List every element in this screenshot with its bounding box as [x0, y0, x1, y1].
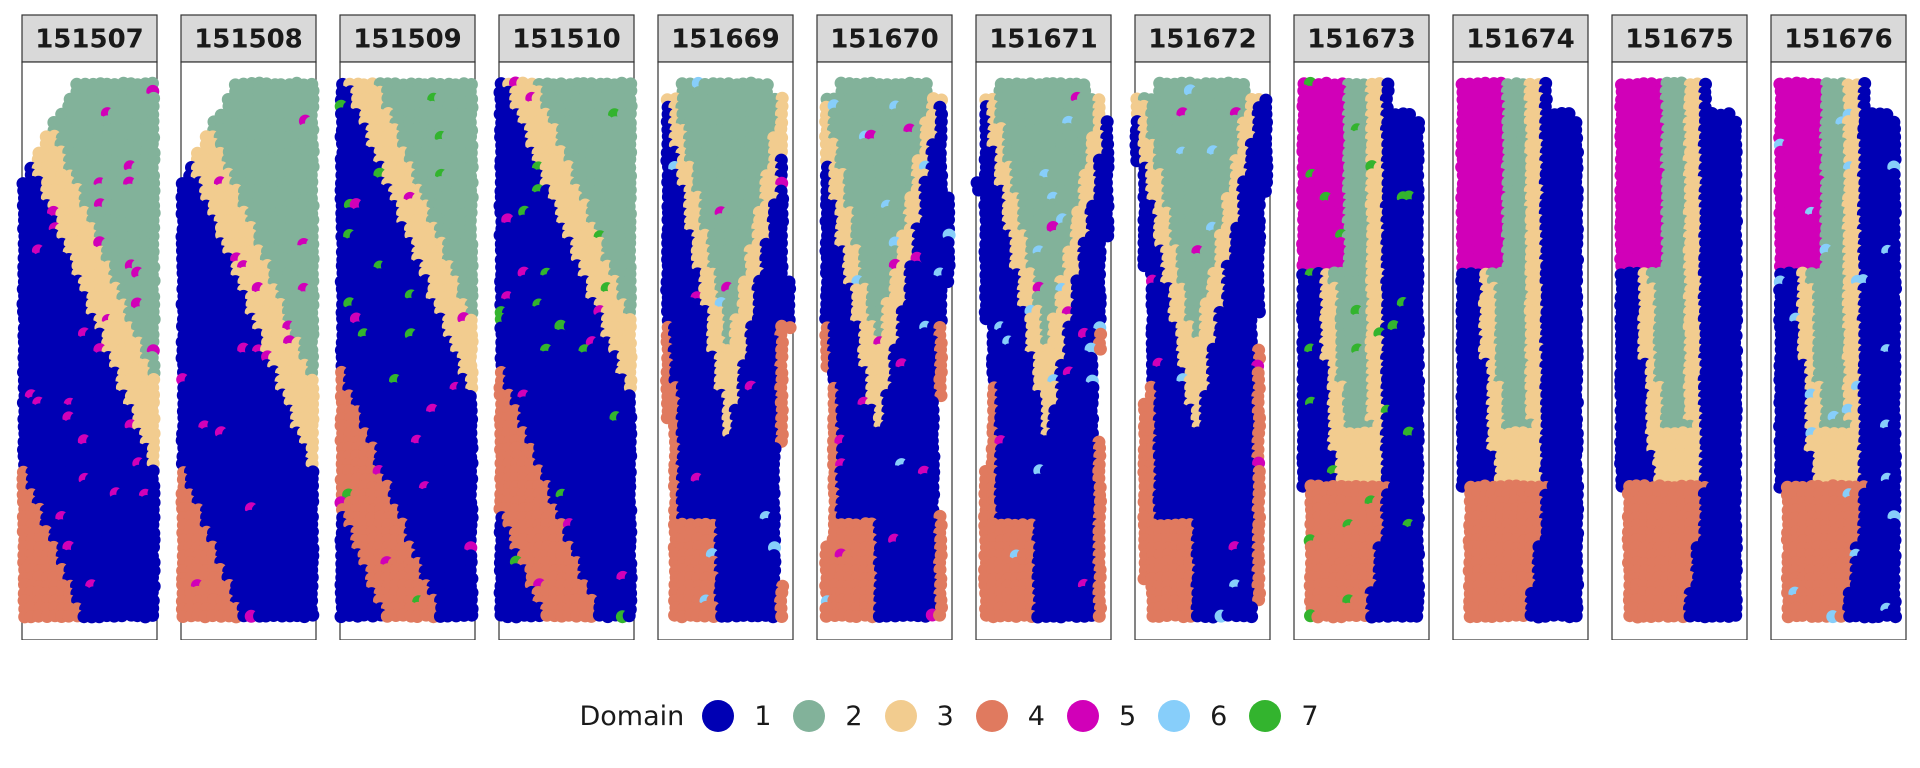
- facet-figure: 151507 151508 151509 151510 151669 151670 1516…: [16, 14, 1907, 640]
- spot-layer: [493, 76, 638, 624]
- facet-strip: [21, 14, 158, 63]
- spot-point: [115, 609, 129, 623]
- spot-layer: [175, 76, 320, 624]
- spot-point: [146, 335, 160, 348]
- facet-label: 151509: [353, 25, 462, 55]
- facet-panel: 151509: [334, 14, 479, 640]
- facet-label: 151508: [194, 25, 303, 55]
- spot-point: [465, 608, 479, 622]
- spot-point: [146, 608, 160, 622]
- spot-layer: [334, 77, 479, 624]
- facet-panel: 151507: [16, 14, 161, 640]
- facet-panel: 151508: [175, 14, 320, 640]
- facet-label: 151510: [512, 25, 621, 55]
- spot-point: [306, 608, 320, 622]
- spot-layer: [16, 76, 161, 624]
- facet-panel: 151510: [493, 14, 638, 640]
- facet-strip: [180, 14, 317, 63]
- facet-label: 151507: [35, 25, 144, 55]
